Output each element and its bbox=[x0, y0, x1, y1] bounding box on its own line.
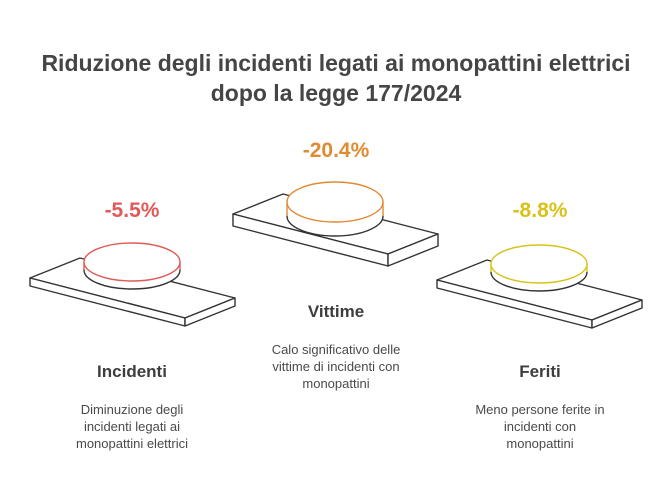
label-feriti: Feriti bbox=[519, 362, 561, 381]
desc-incidenti-line: Diminuzione degli bbox=[80, 402, 184, 417]
percent-incidenti: -5.5% bbox=[104, 199, 160, 222]
desc-feriti-line: Meno persone ferite in bbox=[475, 402, 605, 417]
label-incidenti: Incidenti bbox=[97, 362, 167, 381]
desc-feriti: Meno persone ferite in incidenti con mon… bbox=[440, 401, 640, 452]
disc-vittime bbox=[286, 181, 384, 237]
pedestal-incidenti bbox=[29, 242, 236, 327]
title-line-2: dopo la legge 177/2024 bbox=[210, 80, 462, 106]
desc-incidenti: Diminuzione degli incidenti legati ai mo… bbox=[32, 401, 232, 452]
percent-feriti: -8.8% bbox=[512, 199, 568, 222]
label-vittime: Vittime bbox=[307, 302, 365, 321]
desc-feriti-line: incidenti con bbox=[503, 419, 577, 434]
desc-vittime: Calo significativo delle vittime di inci… bbox=[236, 341, 436, 392]
pedestal-feriti bbox=[436, 244, 643, 329]
percent-vittime: -20.4% bbox=[302, 139, 370, 162]
diagram-title: Riduzione degli incidenti legati ai mono… bbox=[0, 48, 672, 108]
desc-vittime-line: vittime di incidenti con bbox=[272, 359, 400, 374]
disc-feriti bbox=[490, 244, 588, 292]
title-line-1: Riduzione degli incidenti legati ai mono… bbox=[41, 50, 631, 76]
desc-vittime-line: Calo significativo delle bbox=[271, 342, 401, 357]
disc-incidenti bbox=[83, 242, 181, 290]
desc-feriti-line: monopattini bbox=[506, 436, 574, 451]
pedestal-vittime bbox=[232, 181, 439, 267]
desc-vittime-line: monopattini bbox=[302, 376, 370, 391]
desc-incidenti-line: monopattini elettrici bbox=[76, 436, 188, 451]
desc-incidenti-line: incidenti legati ai bbox=[83, 419, 181, 434]
